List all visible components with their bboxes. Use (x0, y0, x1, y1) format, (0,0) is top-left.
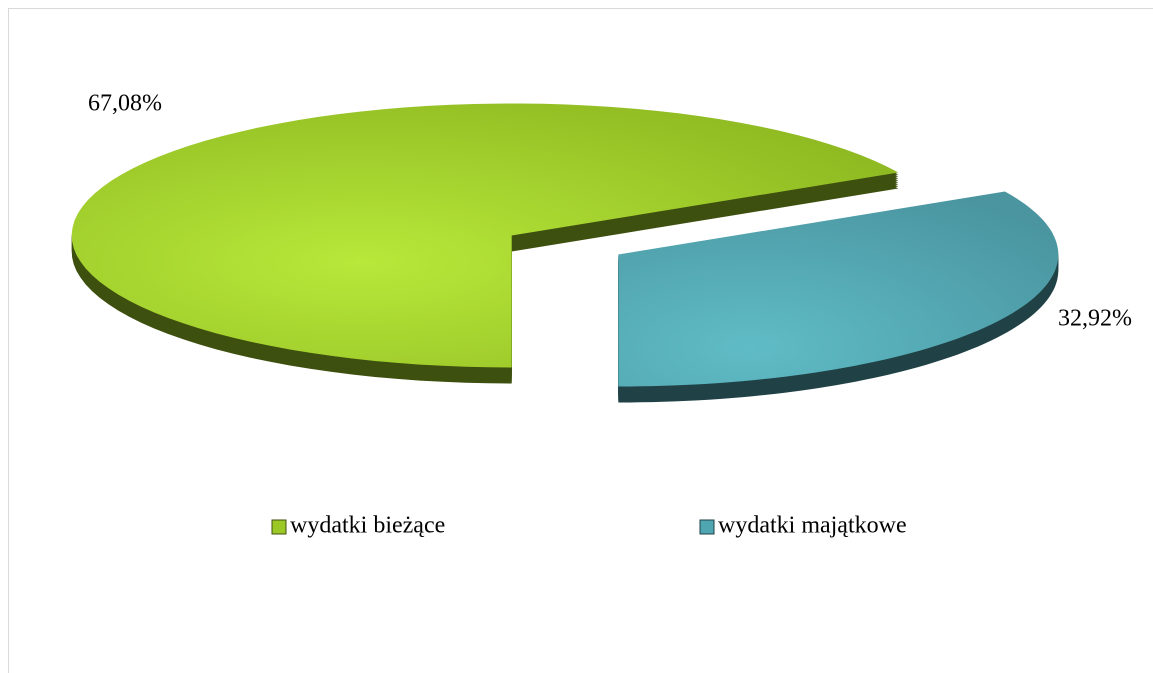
slice (71, 103, 899, 368)
legend-label: wydatki majątkowe (718, 513, 907, 539)
legend-label: wydatki bieżące (290, 513, 445, 539)
chart-border (8, 8, 1153, 673)
legend-marker (699, 519, 715, 535)
data-label: 67,08% (88, 91, 162, 117)
slice (618, 191, 1059, 387)
data-label: 32,92% (1058, 306, 1132, 332)
legend-marker (271, 519, 287, 535)
